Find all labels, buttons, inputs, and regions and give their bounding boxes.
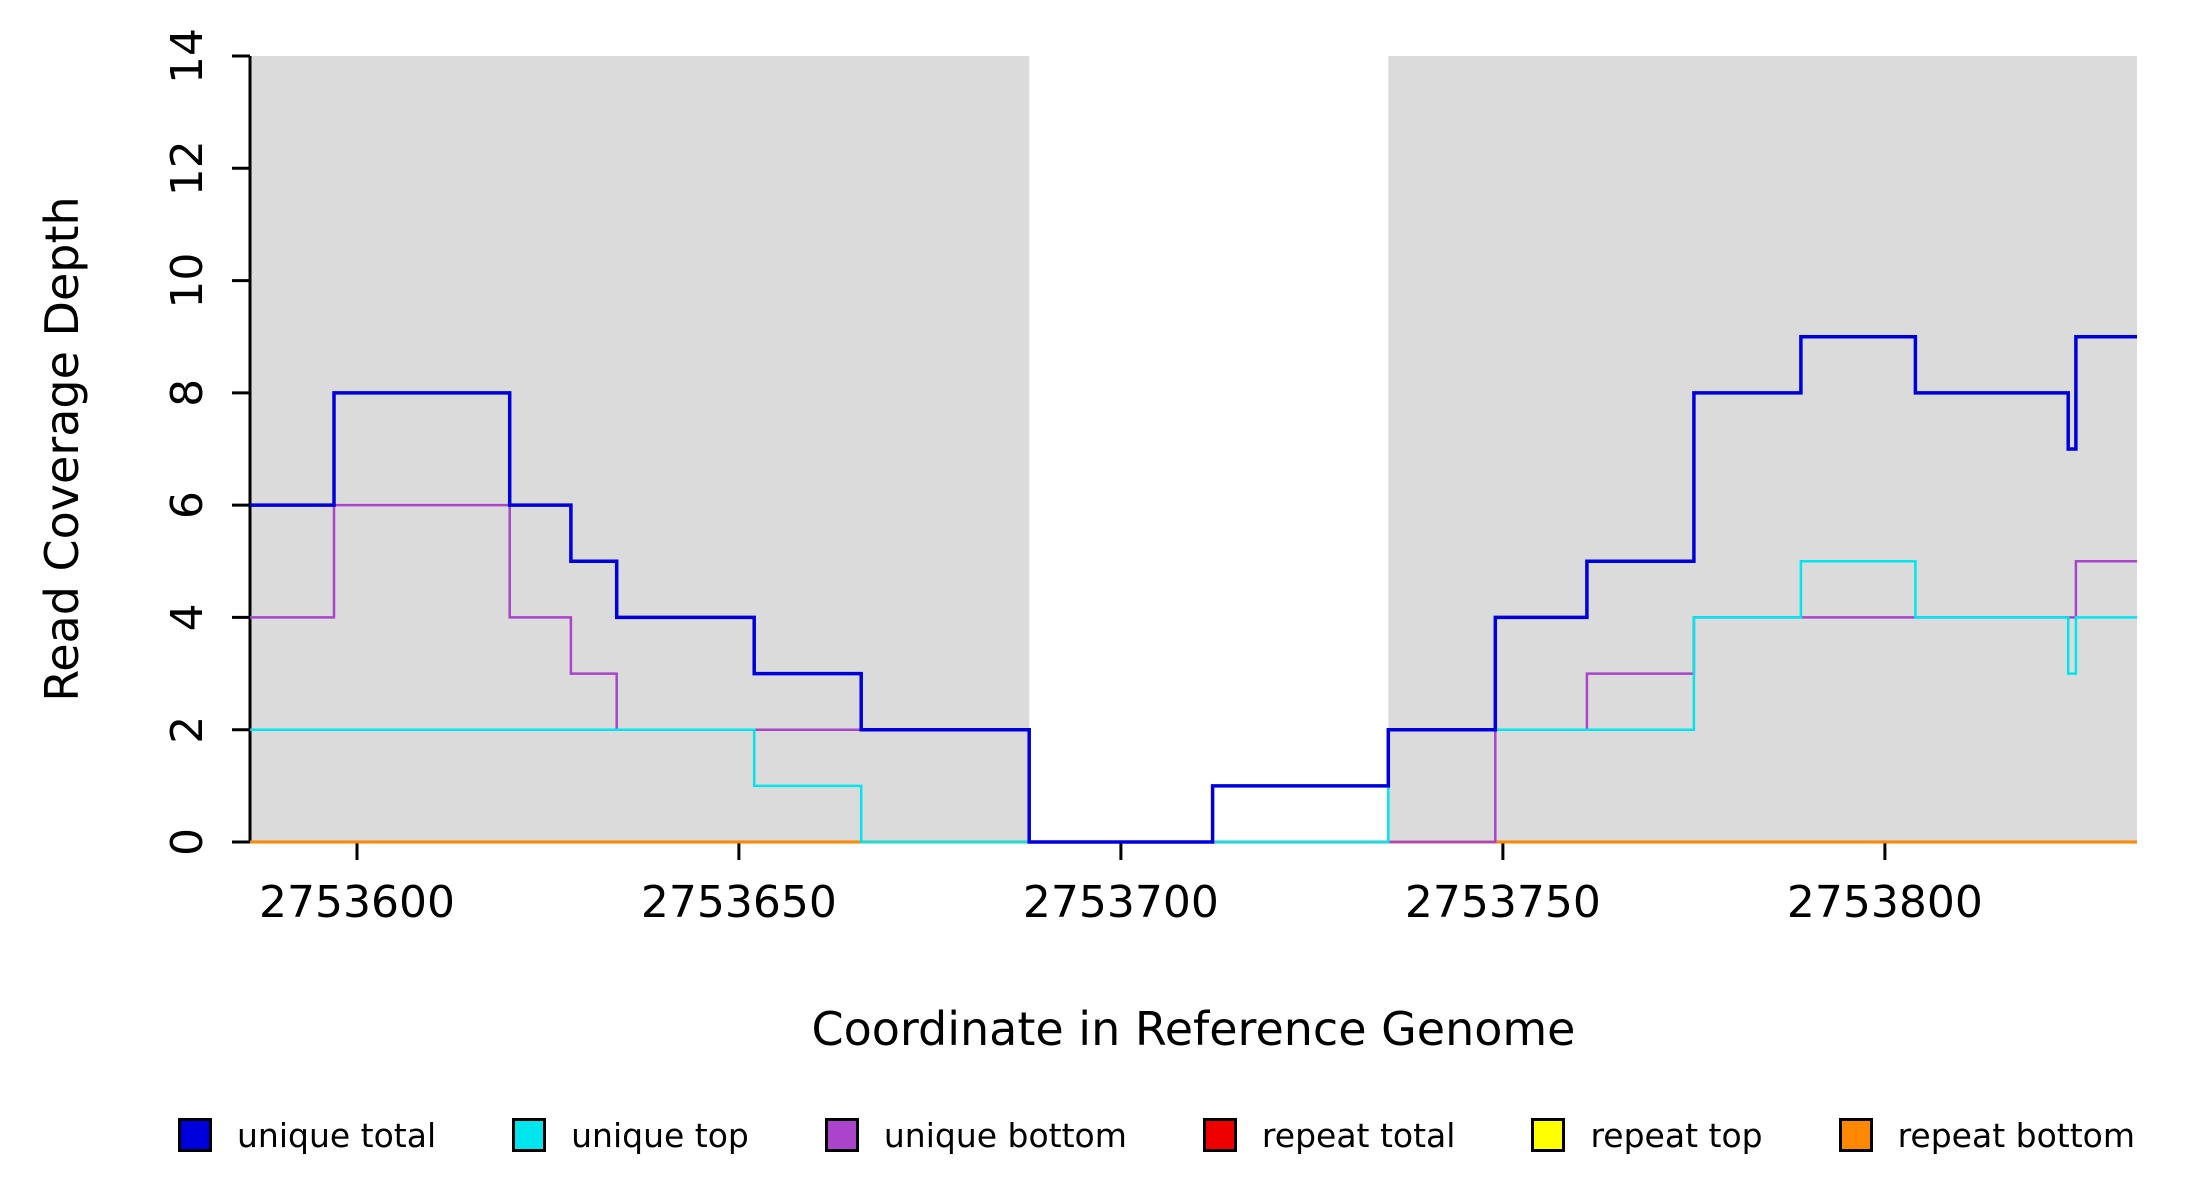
legend-swatch-unique-top: [512, 1118, 547, 1152]
legend-label: unique bottom: [883, 1115, 1127, 1155]
legend-swatch-repeat-bottom: [1838, 1118, 1873, 1152]
x-tick-label: 2753600: [259, 877, 455, 928]
y-tick-label: 12: [162, 140, 213, 196]
legend-label: repeat total: [1261, 1115, 1456, 1155]
legend-swatch-repeat-total: [1202, 1118, 1237, 1152]
shaded-region: [1388, 56, 2137, 842]
y-tick-label: 10: [162, 253, 213, 309]
legend-label: repeat bottom: [1897, 1115, 2135, 1155]
y-tick-label: 6: [162, 491, 213, 519]
x-axis-title: Coordinate in Reference Genome: [812, 1002, 1576, 1056]
x-tick-label: 2753800: [1787, 877, 1983, 928]
x-tick-label: 2753750: [1405, 877, 1601, 928]
legend-item-repeat-bottom: repeat bottom: [1838, 1115, 2135, 1155]
y-tick-label: 0: [162, 828, 213, 856]
legend-label: unique total: [237, 1115, 437, 1155]
legend-swatch-unique-bottom: [824, 1118, 859, 1152]
legend-label: unique top: [571, 1115, 749, 1155]
legend-item-repeat-total: repeat total: [1202, 1115, 1456, 1155]
coverage-chart: 2753600 2753650 2753700 2753750 2753800 0 2 4 6 8…: [35, 28, 2137, 1056]
series-unique-top: [250, 560, 2137, 844]
legend-item-unique-top: unique top: [512, 1116, 749, 1155]
series-unique-total: [250, 334, 2137, 844]
legend-label: repeat top: [1590, 1115, 1763, 1155]
legend-swatch-unique-total: [178, 1118, 212, 1152]
chart-legend: unique total unique top unique bottom repea…: [0, 1070, 2200, 1200]
shaded-region: [250, 56, 1030, 842]
legend-swatch-repeat-top: [1531, 1118, 1566, 1152]
x-tick-label: 2753650: [641, 877, 837, 928]
legend-item-unique-total: unique total: [178, 1116, 436, 1155]
y-tick-label: 2: [162, 716, 213, 744]
legend-item-unique-bottom: unique bottom: [824, 1115, 1127, 1155]
x-tick-label: 2753700: [1023, 877, 1219, 928]
y-tick-label: 14: [162, 28, 213, 84]
coverage-plot: 2753600 2753650 2753700 2753750 2753800 0 2 4 6 8…: [35, 28, 2137, 1056]
y-tick-label: 4: [162, 603, 213, 631]
legend-item-repeat-top: repeat top: [1531, 1115, 1763, 1155]
y-tick-label: 8: [162, 379, 213, 407]
y-axis-title: Read Coverage Depth: [35, 196, 89, 701]
